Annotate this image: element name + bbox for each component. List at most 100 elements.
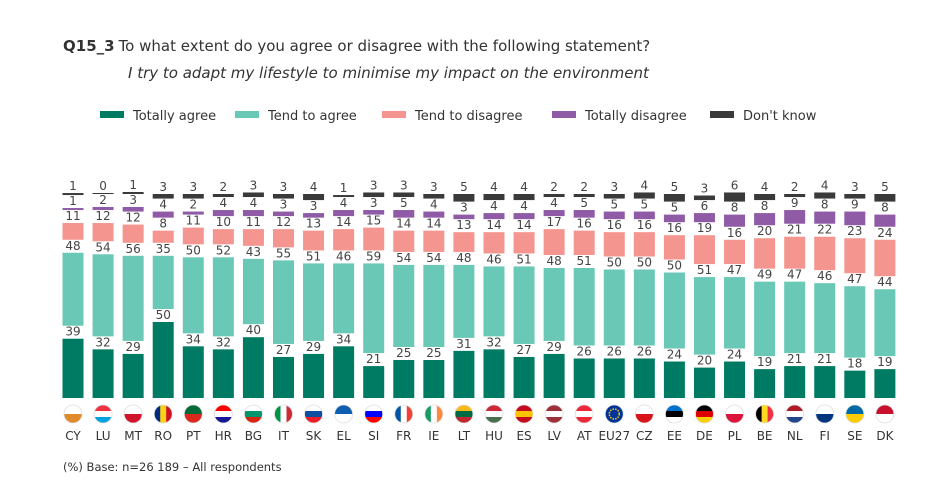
bar-segment	[784, 366, 806, 398]
data-label: 3	[189, 180, 197, 194]
legend-item: Totally agree	[100, 109, 216, 124]
bar-segment	[453, 264, 475, 338]
data-label: 48	[546, 254, 561, 268]
bar-segment	[603, 269, 625, 346]
data-label: 4	[430, 198, 438, 212]
bar-segment	[122, 353, 144, 398]
data-label: 4	[490, 180, 498, 194]
bar-segment	[724, 214, 746, 227]
bar-segment	[874, 214, 896, 227]
bar-segment	[543, 194, 565, 198]
bar-lu: 32 54 12 20 LU	[92, 179, 114, 443]
data-label: 2	[220, 180, 228, 194]
bar-segment	[483, 232, 505, 254]
data-label: 3	[851, 180, 859, 194]
data-label: 22	[817, 223, 832, 237]
bar-segment	[573, 358, 595, 398]
category-label: CZ	[636, 429, 653, 443]
data-label: 44	[877, 275, 892, 289]
bar-segment	[513, 266, 535, 344]
bar-segment	[784, 194, 806, 198]
data-label: 2	[189, 198, 197, 212]
bar-segment	[62, 338, 84, 398]
data-label: 52	[216, 243, 231, 257]
data-label: 14	[516, 218, 531, 232]
bar-segment	[663, 214, 685, 223]
data-label: 2	[550, 180, 558, 194]
data-label: 4	[310, 180, 318, 194]
bar-segment	[92, 223, 114, 242]
data-label: 15	[366, 214, 381, 228]
flag-icon	[574, 404, 594, 424]
bar-segment	[844, 194, 866, 199]
bar-segment	[754, 238, 776, 269]
category-label: BE	[757, 429, 773, 443]
bar-dk: 19 44 24 8 5 DK	[874, 180, 896, 443]
data-label: 51	[697, 263, 712, 277]
bar-fr: 25 54 14 5 3 FR	[393, 178, 415, 443]
flag-icon	[454, 404, 474, 424]
flag-icon	[755, 404, 775, 424]
data-label: 0	[99, 179, 107, 193]
bar-segment	[633, 211, 655, 220]
bar-segment	[212, 210, 234, 217]
data-label: 48	[456, 251, 471, 265]
bar-segment	[483, 266, 505, 337]
bar-segment	[182, 346, 204, 398]
chart-title: Q15_3 To what extent do you agree or disa…	[63, 37, 650, 55]
data-label: 26	[637, 344, 652, 358]
category-label: PL	[728, 429, 742, 443]
category-label: FI	[820, 429, 830, 443]
legend-swatch	[235, 111, 259, 118]
data-label: 8	[881, 201, 889, 215]
bar-segment	[122, 255, 144, 341]
data-label: 4	[641, 178, 649, 192]
bar-cz: 26 50 16 5 4 CZ	[633, 178, 655, 443]
bar-segment	[784, 210, 806, 224]
bar-segment	[423, 360, 445, 398]
data-label: 50	[156, 308, 171, 322]
category-label: LU	[96, 429, 111, 443]
data-label: 34	[336, 332, 351, 346]
bar-segment	[814, 192, 836, 199]
bar-segment	[363, 192, 385, 198]
flag-icon	[63, 404, 83, 424]
data-label: 5	[460, 180, 468, 194]
data-label: 32	[216, 335, 231, 349]
data-label: 21	[366, 352, 381, 366]
bar-hu: 32 46 14 4 4 HU	[483, 180, 505, 443]
data-label: 5	[400, 196, 408, 210]
bar-segment	[693, 367, 715, 398]
legend-swatch	[552, 111, 576, 118]
bar-eu27: 26 50 16 5 3 EU27	[598, 180, 630, 443]
bar-lt: 31 48 13 3 5 LT	[453, 180, 475, 443]
data-label: 12	[95, 209, 110, 223]
bar-segment	[573, 230, 595, 255]
data-label: 1	[69, 194, 77, 208]
bar-segment	[303, 353, 325, 398]
category-label: LT	[458, 429, 471, 443]
bar-segment	[453, 194, 475, 202]
bar-segment	[543, 353, 565, 398]
bar-mt: 29 56 12 31 MT	[122, 178, 144, 443]
bar-segment	[483, 213, 505, 220]
category-label: PT	[186, 429, 201, 443]
bar-segment	[152, 211, 174, 218]
data-label: 54	[95, 240, 110, 254]
flag-icon	[544, 404, 564, 424]
bar-at: 26 51 16 5 2 AT	[573, 180, 595, 443]
data-label: 11	[65, 209, 80, 223]
flag-icon	[334, 404, 354, 424]
data-label: 3	[430, 180, 438, 194]
category-label: MT	[124, 429, 142, 443]
data-label: 26	[607, 344, 622, 358]
category-label: NL	[787, 429, 803, 443]
data-label: 51	[516, 252, 531, 266]
bar-segment	[303, 194, 325, 201]
bar-segment	[814, 283, 836, 354]
data-label: 55	[276, 246, 291, 260]
data-label: 13	[456, 218, 471, 232]
